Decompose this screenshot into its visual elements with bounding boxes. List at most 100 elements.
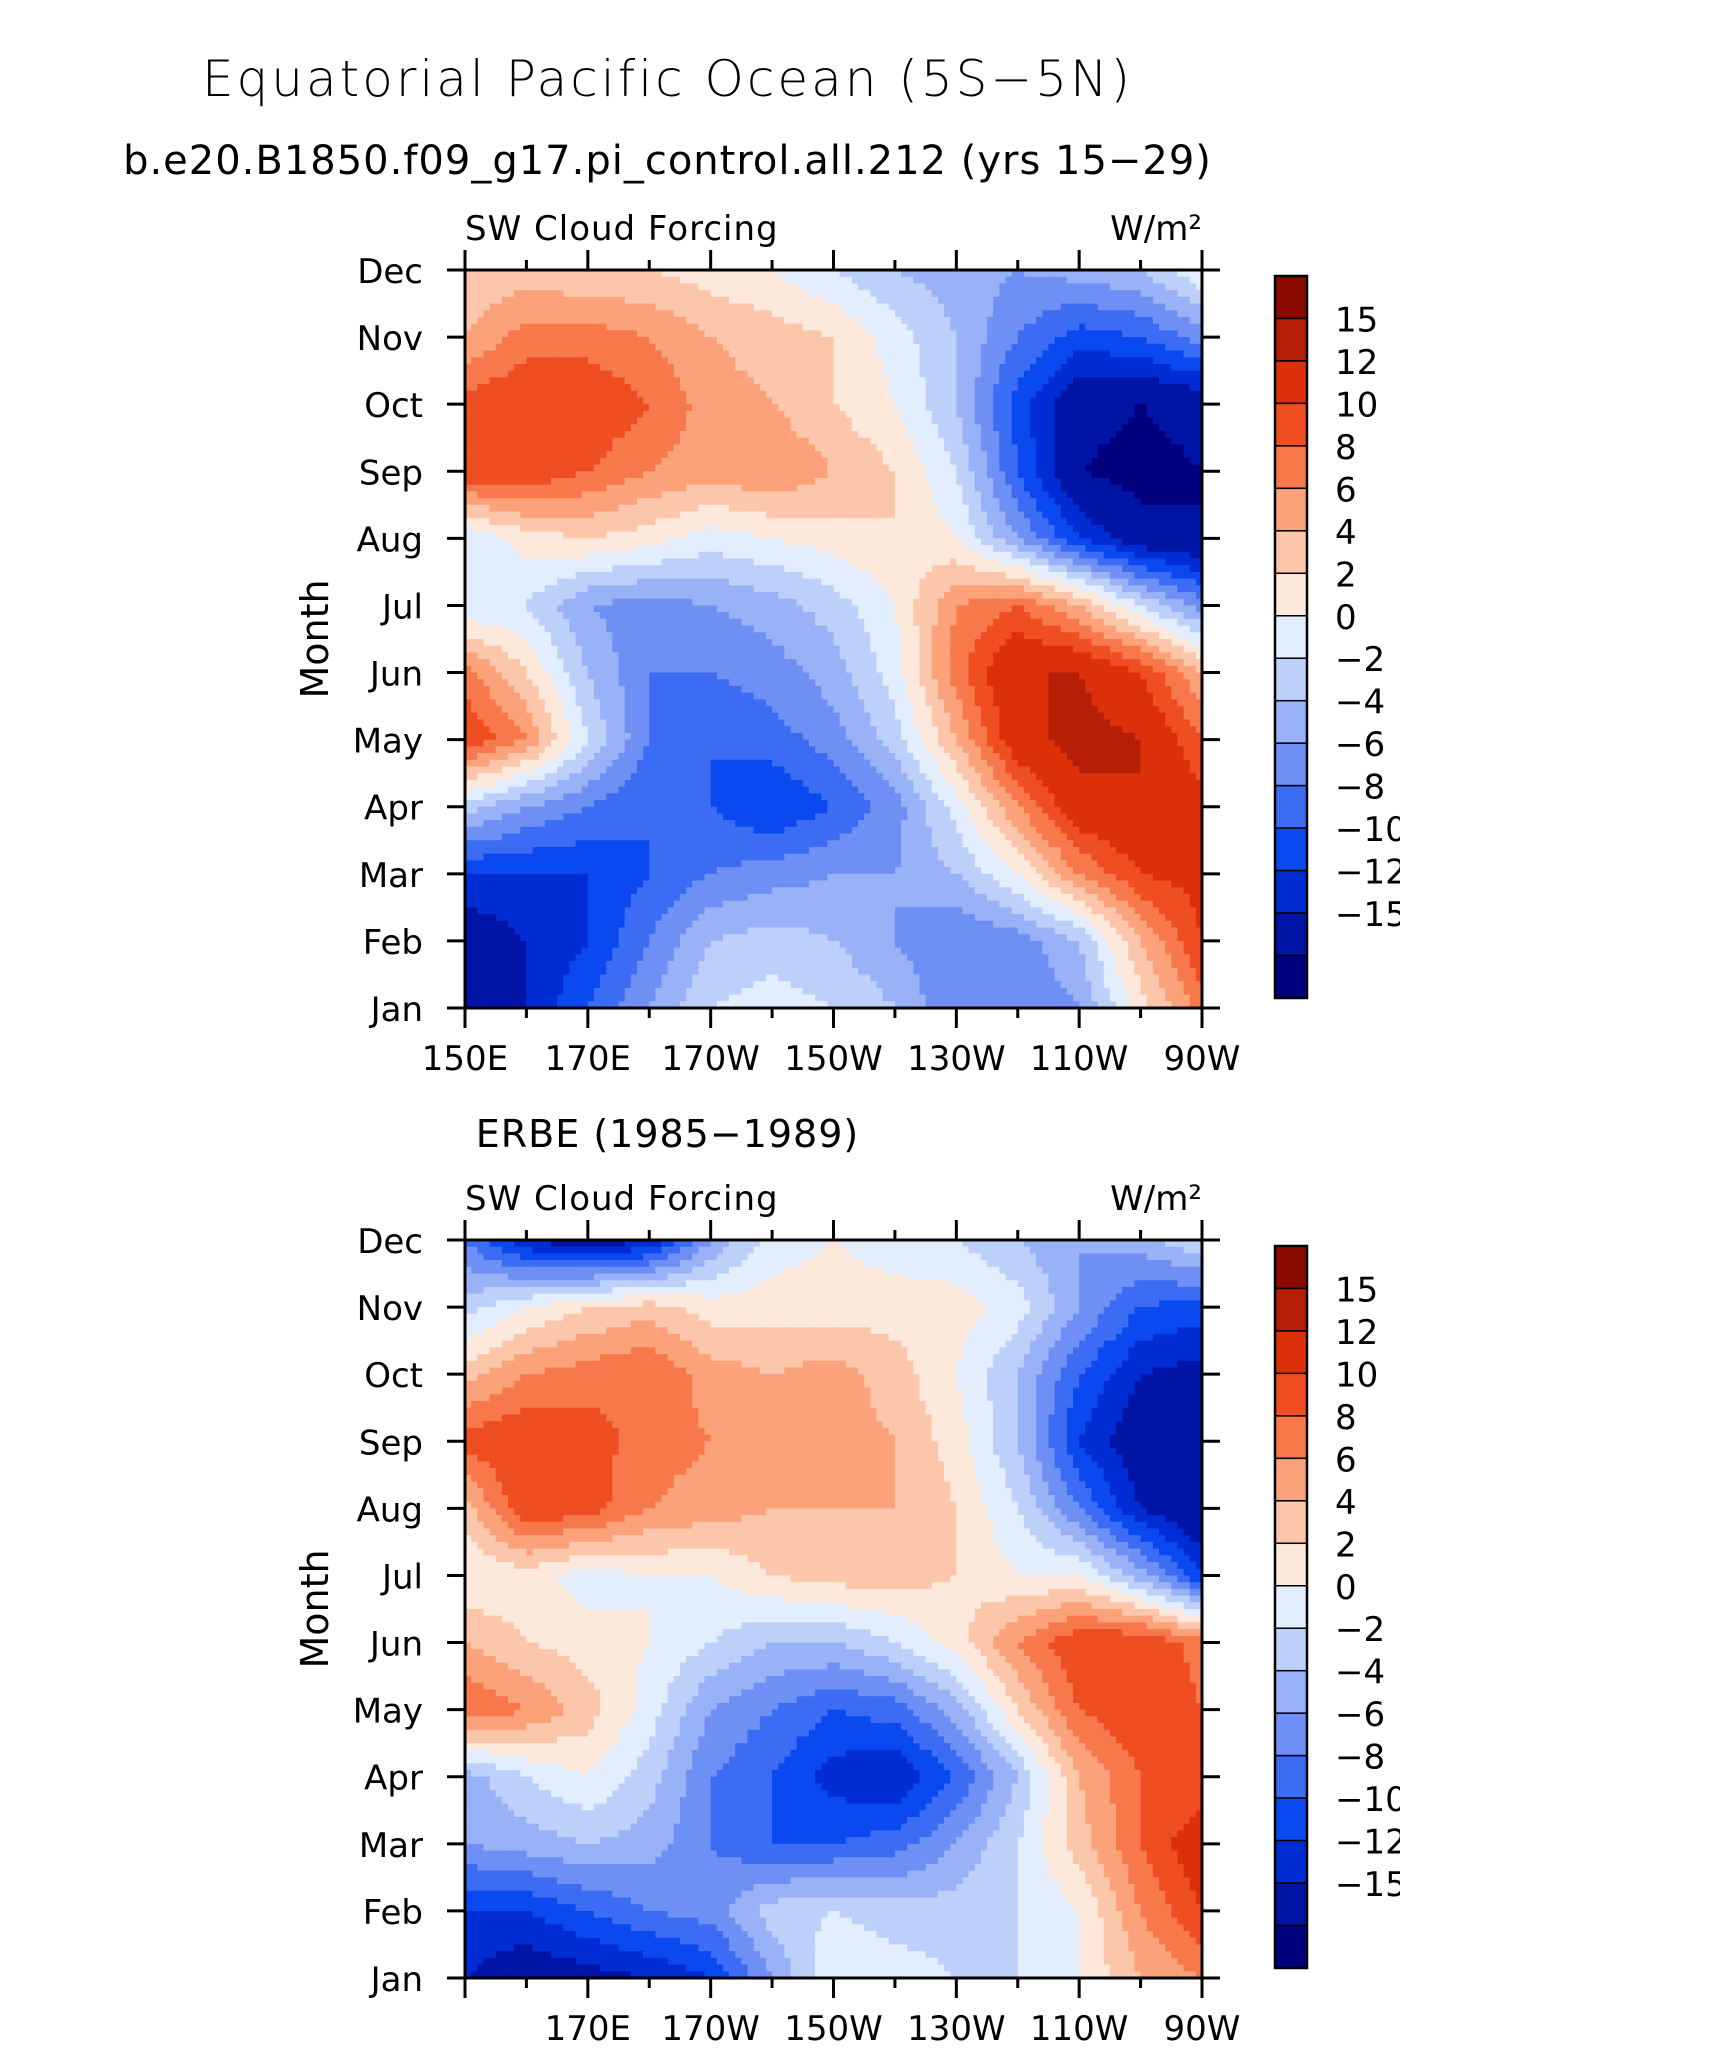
model-cell (876, 451, 884, 459)
model-cell (587, 518, 595, 526)
model-cell (858, 343, 865, 352)
model-cell (808, 390, 816, 399)
model-cell (888, 471, 896, 479)
model-cell (1195, 498, 1203, 506)
model-cell (649, 437, 656, 446)
model-cell (1128, 491, 1136, 499)
model-cell (1005, 477, 1013, 486)
model-cell (741, 303, 749, 311)
model-cell (796, 511, 804, 519)
model-cell (636, 330, 644, 338)
model-cell (514, 491, 521, 499)
model-cell (1048, 404, 1056, 412)
model-cell (882, 384, 890, 392)
model-cell (729, 545, 736, 553)
model-cell (477, 538, 485, 546)
model-cell (471, 276, 478, 285)
model-cell (667, 504, 675, 513)
model-cell (1183, 538, 1191, 546)
model-cell (1134, 270, 1142, 278)
model-cell (538, 410, 546, 419)
model-cell (1116, 417, 1123, 425)
model-cell (495, 504, 503, 513)
model-cell (483, 323, 491, 331)
model-cell (753, 303, 761, 311)
model-cell (796, 431, 804, 439)
model-cell (993, 444, 1000, 452)
model-cell (1152, 404, 1160, 412)
model-cell (1048, 283, 1056, 291)
model-cell (944, 330, 951, 338)
model-cell (962, 290, 970, 298)
model-cell (612, 504, 620, 513)
model-cell (520, 323, 528, 331)
model-cell (1030, 290, 1037, 298)
model-cell (999, 390, 1007, 399)
model-cell (643, 451, 650, 459)
model-cell (489, 316, 497, 325)
model-cell (950, 424, 957, 432)
model-cell (655, 270, 663, 278)
model-cell (851, 477, 859, 486)
model-cell (606, 511, 613, 519)
model-cell (925, 491, 933, 499)
model-cell (1079, 477, 1086, 486)
model-cell (759, 444, 767, 452)
model-cell (1134, 524, 1142, 533)
model-cell (1023, 370, 1031, 378)
model-cell (1085, 410, 1093, 419)
model-cell (679, 276, 687, 285)
model-cell (974, 310, 982, 318)
model-cell (1189, 437, 1197, 446)
model-cell (538, 511, 546, 519)
model-cell (501, 270, 509, 278)
model-cell (1183, 303, 1191, 311)
model-cell (919, 437, 927, 446)
model-cell (741, 464, 749, 472)
model-cell (550, 410, 558, 419)
model-cell (575, 370, 583, 378)
model-cell (667, 524, 675, 533)
model-cell (993, 377, 1000, 385)
model-cell (643, 491, 650, 499)
model-cell (612, 437, 620, 446)
model-cell (741, 310, 749, 318)
model-cell (526, 357, 534, 365)
model-cell (778, 384, 785, 392)
model-cell (1097, 410, 1105, 419)
model-cell (1195, 350, 1203, 358)
model-cell (532, 437, 540, 446)
model-cell (1005, 531, 1013, 539)
model-cell (630, 457, 638, 466)
model-cell (1066, 337, 1074, 345)
model-cell (741, 484, 749, 492)
model-cell (667, 444, 675, 452)
model-cell (845, 477, 853, 486)
model-cell (802, 303, 810, 311)
model-cell (1103, 290, 1111, 298)
model-cell (581, 363, 589, 372)
model-cell (882, 457, 890, 466)
model-cell (784, 545, 792, 553)
model-cell (1060, 424, 1068, 432)
model-cell (1152, 437, 1160, 446)
model-cell (606, 491, 613, 499)
model-cell (1140, 531, 1148, 539)
model-cell (1011, 524, 1019, 533)
model-cell (790, 363, 798, 372)
model-cell (606, 337, 613, 345)
model-cell (790, 424, 798, 432)
model-cell (1097, 524, 1105, 533)
model-cell (956, 290, 964, 298)
model-cell (1054, 437, 1062, 446)
model-cell (729, 538, 736, 546)
model-cell (1042, 471, 1050, 479)
model-cell (575, 310, 583, 318)
model-cell (790, 471, 798, 479)
model-cell (888, 484, 896, 492)
model-cell (870, 404, 878, 412)
model-cell (581, 310, 589, 318)
model-cell (888, 283, 896, 291)
model-cell (1017, 531, 1025, 539)
model-cell (563, 404, 571, 412)
